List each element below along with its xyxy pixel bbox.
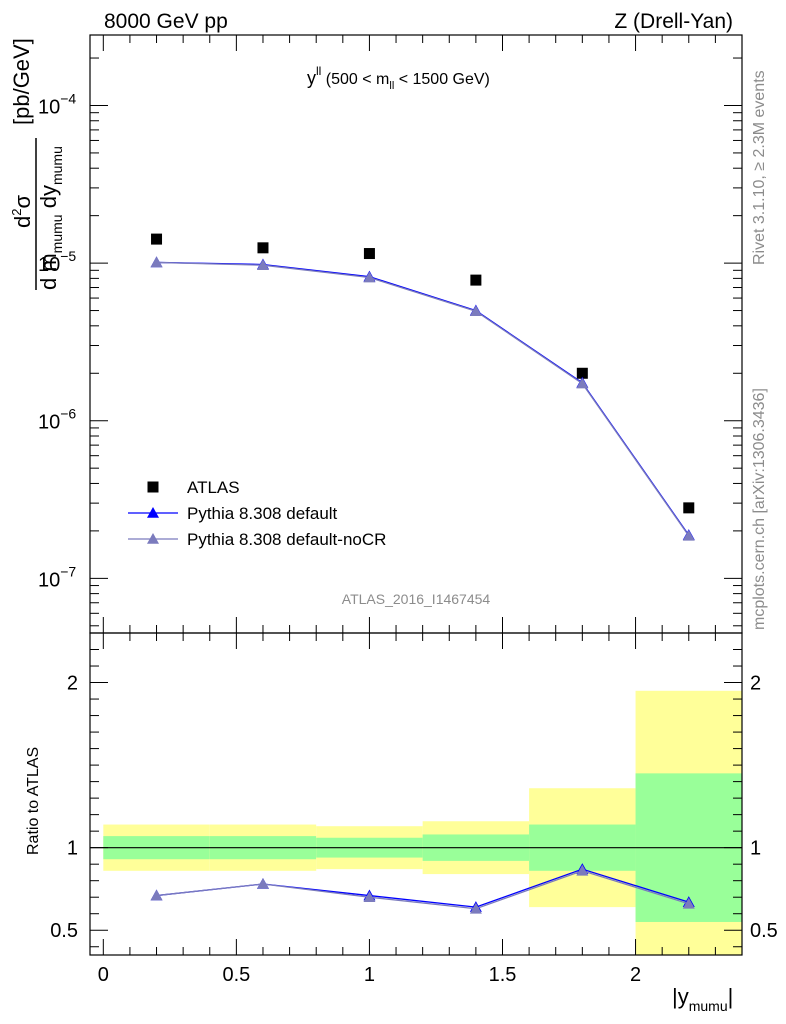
ylabel-den-1: d m — [36, 253, 61, 290]
ratio-point-1 — [150, 889, 163, 901]
ratio-xtick-label: 0 — [98, 964, 109, 986]
main-line-2 — [156, 261, 690, 537]
ratio-point-1 — [256, 877, 269, 889]
ratio-line-1 — [156, 870, 689, 910]
ytick-exp: −6 — [60, 406, 76, 422]
ylabel-numerator: d2σ — [9, 195, 35, 228]
side-label-top: Rivet 3.1.10, ≥ 2.3M events — [751, 70, 768, 265]
ratio-point-1 — [682, 897, 695, 909]
ratio-ytick-label: 0.5 — [50, 920, 78, 942]
ratio-ytick-label: 2 — [67, 673, 78, 695]
pythia-point-2 — [469, 305, 482, 317]
ylabel-den-2: dy — [36, 185, 61, 214]
atlas-point — [257, 242, 269, 254]
ratio-plot: 0 0.5 1 1.5 2 0.5 0.5 1 1 2 2 — [50, 632, 778, 986]
ratio-xtick-label: 1.5 — [489, 964, 517, 986]
ratio-point-1 — [469, 902, 482, 914]
legend-label-2: Pythia 8.308 default-noCR — [187, 530, 386, 549]
legend: ATLAS Pythia 8.308 default Pythia 8.308 de… — [128, 478, 386, 549]
main-ytick-label: 10−4 — [38, 90, 76, 118]
legend-label-1: Pythia 8.308 default — [187, 504, 338, 523]
ytick-base: 10 — [38, 254, 60, 276]
xlabel-main: |y — [672, 984, 689, 1009]
ylabel-num-sup: 2 — [9, 209, 24, 216]
legend-marker-atlas — [147, 481, 159, 493]
atlas-point — [683, 502, 695, 514]
title-rest: (500 < m — [321, 71, 389, 88]
ylabel-den-sub1: mumu — [49, 214, 65, 253]
title-sub: ll — [389, 80, 394, 92]
ytick-base: 10 — [38, 412, 60, 434]
ratio-xtick-label: 1 — [364, 964, 375, 986]
pythia-point-2 — [150, 256, 163, 268]
side-label-bottom: mcplots.cern.ch [arXiv:1306.3436] — [751, 388, 768, 630]
ylabel-num-end: σ — [10, 195, 35, 209]
ratio-frame — [89, 632, 743, 956]
atlas-point — [151, 233, 163, 245]
ytick-exp: −4 — [60, 90, 76, 106]
main-ylabel: [pb/GeV] d2σ d mmumu dymumu — [9, 38, 65, 290]
ratio-point-1 — [363, 891, 376, 903]
ratio-ylabel: Ratio to ATLAS — [25, 747, 42, 855]
pythia-point-2 — [576, 377, 589, 389]
atlas-point — [363, 248, 375, 260]
legend-marker-1 — [147, 507, 159, 518]
ytick-base: 10 — [38, 96, 60, 118]
pythia-point-2 — [682, 529, 695, 541]
atlas-point — [470, 274, 482, 286]
ratio-ytick-label: 1 — [67, 838, 78, 860]
legend-marker-2 — [147, 533, 159, 544]
pythia-point-2 — [256, 259, 269, 270]
title-main: y — [307, 68, 316, 88]
header-left: 8000 GeV pp — [104, 10, 228, 33]
legend-label-0: ATLAS — [187, 478, 240, 497]
title-end: < 1500 GeV) — [394, 71, 490, 88]
ratio-ytick-label-right: 0.5 — [750, 920, 778, 942]
xlabel-sub: mumu — [689, 998, 728, 1014]
atlas-point — [576, 367, 588, 379]
main-plot-title: yll (500 < mll < 1500 GeV) — [307, 64, 490, 92]
ytick-exp: −7 — [60, 563, 76, 579]
main-plot: 10−710−610−510−4 — [38, 34, 743, 634]
header-right: Z (Drell-Yan) — [614, 10, 733, 33]
ratio-point-1 — [576, 864, 589, 876]
ylabel-denominator: d mmumu dymumu — [36, 146, 65, 290]
ratio-xtick-label: 2 — [630, 964, 641, 986]
ylabel-den-sub2: mumu — [49, 146, 65, 185]
ratio-xtick-label: 0.5 — [222, 964, 250, 986]
ylabel-unit: [pb/GeV] — [9, 38, 34, 125]
main-ytick-label: 10−6 — [38, 406, 76, 434]
xlabel-end: | — [728, 984, 734, 1009]
main-ytick-label: 10−7 — [38, 563, 76, 591]
main-ytick-label: 10−5 — [38, 248, 76, 276]
ratio-ytick-label-right: 2 — [750, 673, 761, 695]
ytick-exp: −5 — [60, 248, 76, 264]
ratio-ytick-label-right: 1 — [750, 838, 761, 860]
watermark: ATLAS_2016_I1467454 — [342, 591, 491, 607]
ylabel-num-d: d — [10, 216, 35, 228]
ytick-base: 10 — [38, 569, 60, 591]
ratio-xlabel: |ymumu| — [672, 984, 733, 1014]
title-sup: ll — [316, 64, 321, 78]
pythia-point-2 — [363, 271, 376, 283]
